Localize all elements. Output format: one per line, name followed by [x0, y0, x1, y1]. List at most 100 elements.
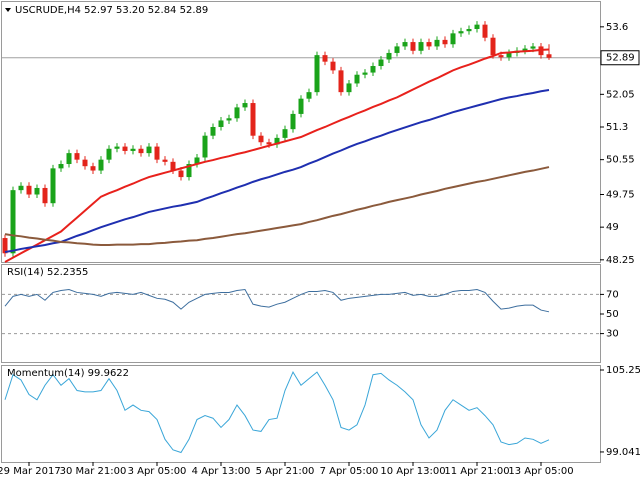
candle-body	[210, 126, 216, 136]
candle-body	[218, 120, 224, 127]
candle-body	[362, 72, 368, 75]
candle-body	[82, 159, 88, 167]
candle-body	[194, 157, 200, 165]
candle-body	[130, 148, 136, 151]
candle-body	[282, 129, 288, 138]
candle-body	[354, 74, 360, 84]
candle-body	[178, 170, 184, 178]
price-panel	[1, 1, 601, 263]
candle-body	[394, 46, 400, 53]
candle-body	[250, 103, 256, 136]
candle-body	[450, 33, 456, 45]
candle-body	[242, 103, 248, 108]
candle-body	[122, 146, 128, 151]
candle-body	[314, 55, 320, 93]
momentum-title: Momentum(14) 99.9622	[7, 368, 129, 379]
candle-body	[426, 42, 432, 47]
candle-body	[306, 92, 312, 99]
candle-body	[234, 107, 240, 119]
y-tick-label: 50.55	[606, 155, 635, 166]
momentum-panel	[1, 365, 601, 463]
y-tick-label: 51.3	[606, 122, 628, 133]
y-tick-label: 50	[606, 309, 619, 320]
candle-body	[26, 185, 32, 195]
x-tick-label: 13 Apr 05:00	[508, 466, 573, 477]
rsi-title: RSI(14) 52.2355	[7, 267, 88, 278]
candle-body	[442, 39, 448, 45]
dropdown-icon	[5, 8, 11, 12]
candle-body	[42, 187, 48, 204]
candle-body	[378, 59, 384, 67]
candle-body	[138, 148, 144, 154]
candle-body	[402, 42, 408, 47]
x-tick-label: 10 Apr 13:00	[380, 466, 445, 477]
y-tick-label: 99.0418	[606, 447, 640, 458]
candle-body	[290, 113, 296, 130]
moving-average	[4, 48, 550, 263]
candle-body	[490, 37, 496, 56]
candle-body	[298, 98, 304, 114]
candle-body	[226, 118, 232, 121]
moving-average	[4, 166, 550, 247]
candle-body	[386, 52, 392, 60]
candle-body	[106, 148, 112, 160]
candle-body	[418, 42, 424, 51]
x-tick-label: 7 Apr 05:00	[320, 466, 379, 477]
x-tick-label: 4 Apr 13:00	[192, 466, 251, 477]
candle-body	[258, 135, 264, 143]
candle-body	[98, 159, 104, 171]
candle-body	[146, 146, 152, 154]
indicator-line	[4, 370, 550, 454]
candle-body	[34, 187, 40, 195]
candle-body	[370, 66, 376, 73]
candle-body	[170, 161, 176, 171]
candle-body	[322, 55, 328, 62]
candle-body	[66, 153, 72, 165]
last-price-box	[600, 50, 640, 66]
candle-body	[410, 42, 416, 51]
candle-body	[18, 185, 24, 191]
candle-body	[346, 83, 352, 93]
candle-body	[50, 168, 56, 204]
y-tick-label: 70	[606, 289, 619, 300]
y-tick-label: 48.25	[606, 255, 635, 266]
x-tick-label: 5 Apr 21:00	[256, 466, 315, 477]
y-tick-label: 30	[606, 329, 619, 340]
candle-body	[274, 137, 280, 145]
candle-body	[474, 24, 480, 30]
candle-body	[522, 48, 528, 51]
candle-body	[466, 29, 472, 32]
candle-body	[458, 31, 464, 34]
last-price-label: 52.89	[606, 53, 635, 64]
y-tick-label: 105.2571	[606, 365, 640, 376]
candle-body	[114, 146, 120, 149]
candle-body	[546, 54, 552, 58]
candle-body	[434, 39, 440, 47]
x-tick-label: 29 Mar 2017	[0, 466, 61, 477]
candle-body	[2, 238, 8, 254]
candle-body	[338, 70, 344, 93]
indicator-line	[4, 288, 550, 313]
candle-body	[154, 146, 160, 160]
candle-body	[10, 190, 16, 254]
y-tick-label: 49	[606, 222, 619, 233]
candle-body	[506, 52, 512, 58]
candle-body	[330, 61, 336, 71]
y-tick-label: 49.75	[606, 189, 635, 200]
candle-body	[58, 164, 64, 169]
x-tick-label: 30 Mar 21:00	[60, 466, 127, 477]
candle-body	[186, 164, 192, 178]
candle-body	[498, 55, 504, 58]
candle-body	[530, 46, 536, 49]
y-tick-label: 52.05	[606, 89, 635, 100]
candle-body	[482, 24, 488, 38]
x-tick-label: 3 Apr 05:00	[128, 466, 187, 477]
candle-body	[202, 135, 208, 158]
chart-title: USCRUDE,H4 52.97 53.20 52.84 52.89	[15, 5, 208, 16]
moving-average	[4, 88, 550, 253]
y-tick-label: 53.6	[606, 22, 628, 33]
x-tick-label: 11 Apr 21:00	[444, 466, 509, 477]
candle-body	[90, 166, 96, 171]
